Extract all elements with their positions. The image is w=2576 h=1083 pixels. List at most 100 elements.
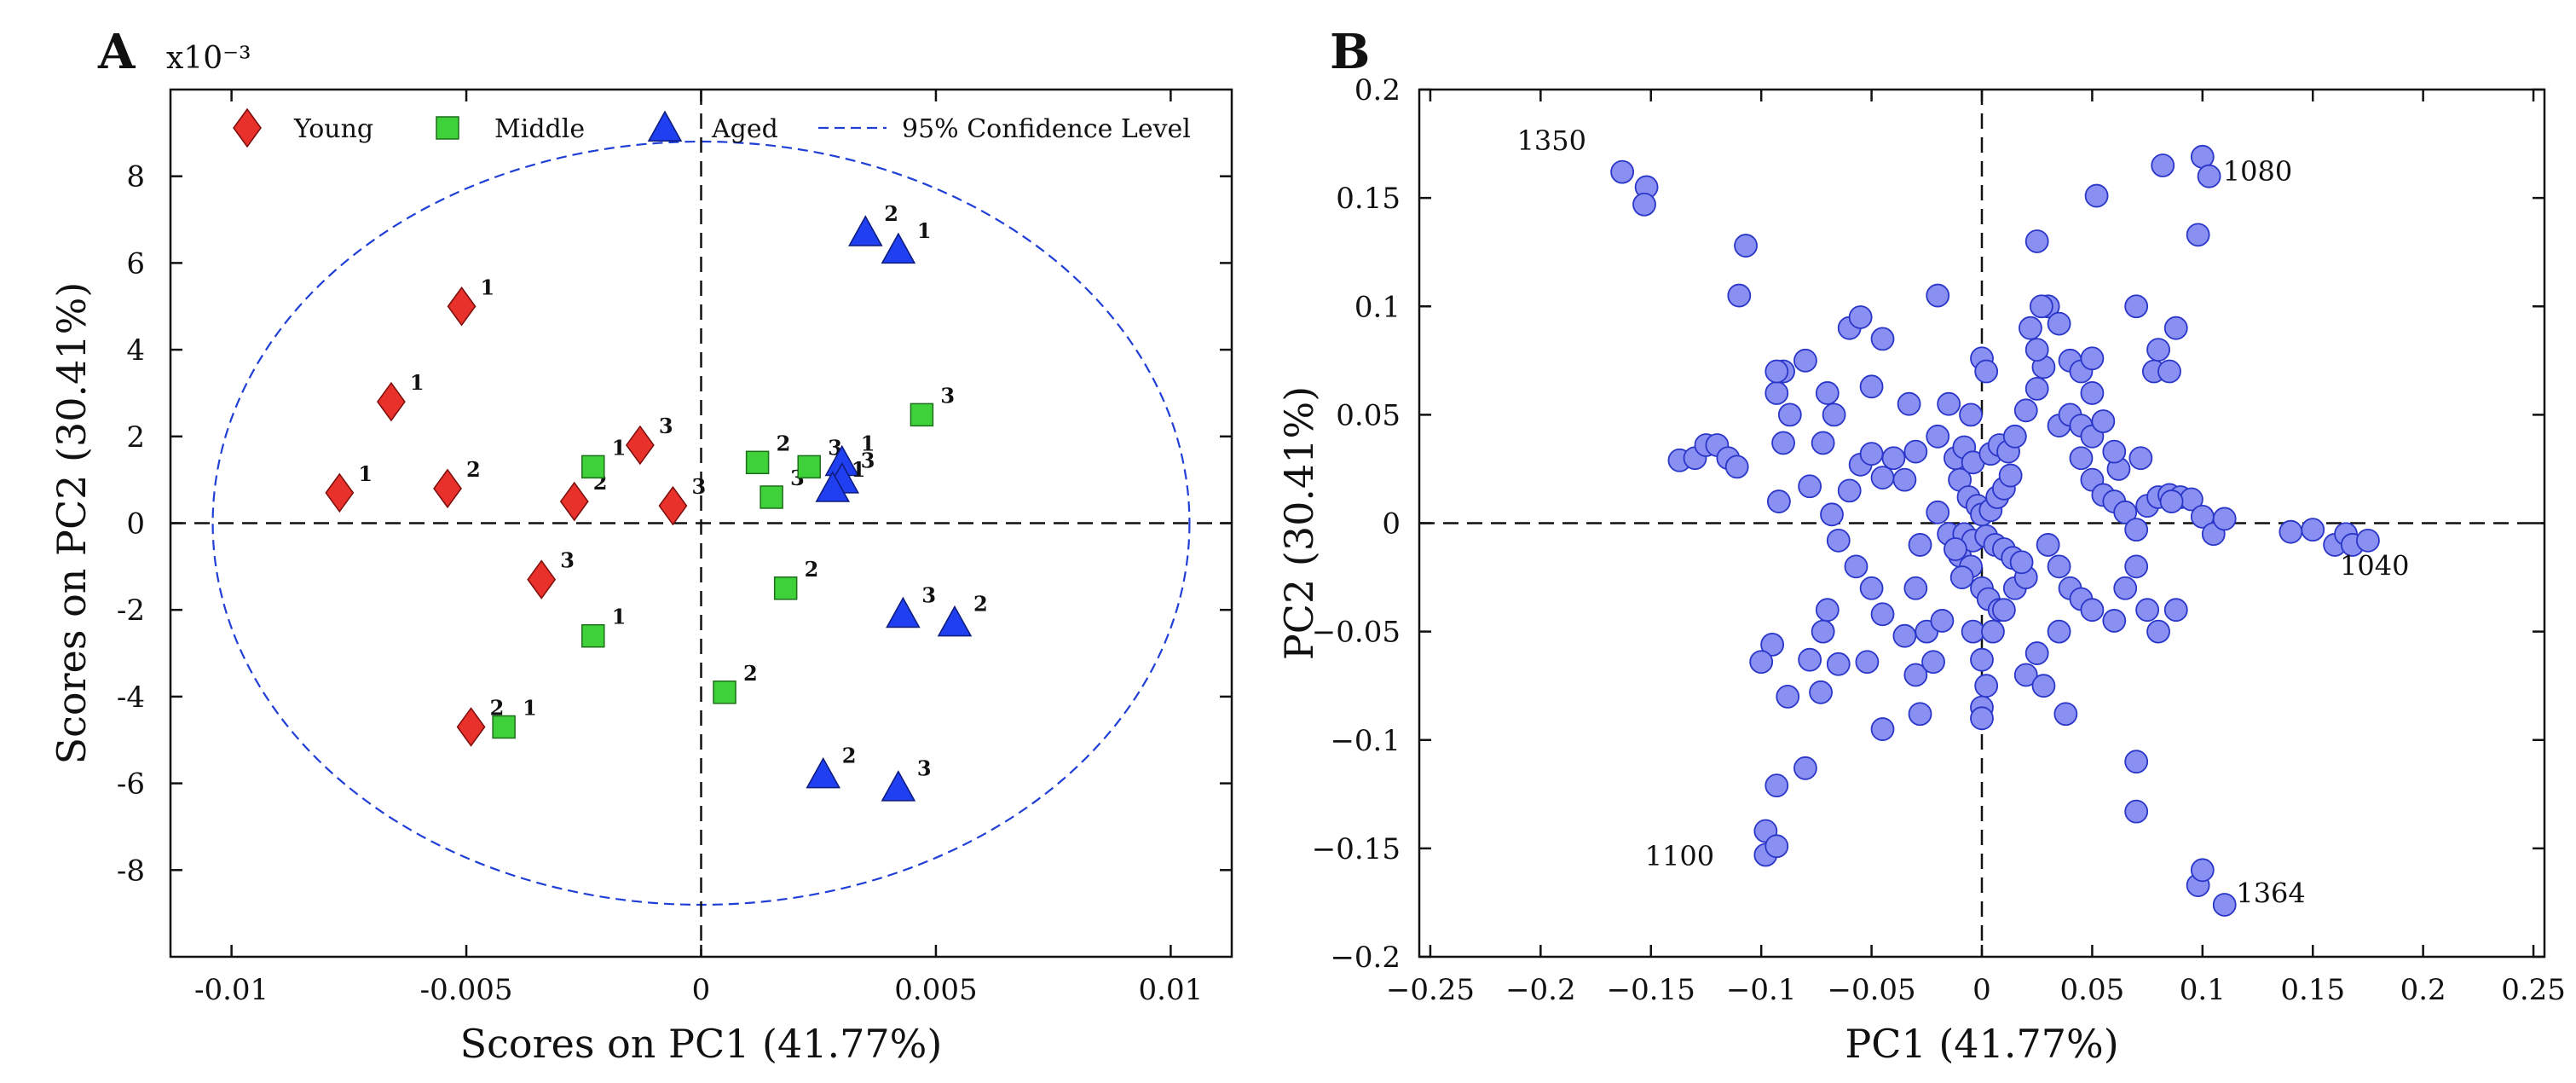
panel-b-loading-point [1826, 652, 1851, 676]
panel-b-y-tick-label: 0.2 [1354, 73, 1401, 107]
panel-b-x-tick-label: 0.05 [2060, 973, 2125, 1007]
panel-a-point-label: 1 [523, 695, 537, 720]
panel-b-loading-point [2124, 554, 2149, 579]
panel-a-point-label: 3 [691, 474, 706, 499]
panel-b-x-tick-label: −0.05 [1827, 973, 1915, 1007]
panel-b-loading-point [2047, 554, 2071, 579]
panel-b-loading-point [1998, 463, 2023, 488]
panel-b-loading-point [1765, 773, 1789, 798]
panel-b-loading-point [2186, 223, 2210, 247]
panel-b-loading-point [2024, 376, 2049, 401]
panel-b-x-tick-label: 0.15 [2280, 973, 2345, 1007]
panel-b-loading-point [2029, 294, 2053, 319]
panel-b-loading-point [2084, 183, 2109, 208]
panel-a-point-label: 3 [921, 582, 936, 607]
panel-b-loading-point [1970, 706, 1994, 731]
panel-b-loading-point [2279, 519, 2303, 544]
panel-b-loading-point [2212, 507, 2237, 531]
panel-b-y-tick-label: 0.1 [1354, 290, 1401, 324]
panel-a-point-young [447, 286, 477, 327]
panel-b-x-tick-label: 0.1 [2180, 973, 2226, 1007]
panel-a-point-label: 1 [612, 435, 627, 460]
panel-b-loading-point [1632, 192, 1656, 217]
panel-a-point-label: 3 [940, 383, 955, 408]
panel-b-loading-point [1892, 467, 1917, 492]
panel-a-y-tick-label: 0 [126, 507, 145, 542]
panel-b-loading-point [1809, 680, 1833, 704]
panel-b-loading-point [2013, 398, 2038, 423]
panel-b-loading-point [1765, 834, 1789, 859]
panel-b-loading-point [2135, 598, 2160, 623]
panel-b-loading-point [1793, 756, 1817, 780]
panel-b-x-tick-label: 0.2 [2400, 973, 2446, 1007]
panel-b-x-tick-label: −0.1 [1726, 973, 1797, 1007]
panel-b-loading-point [1870, 717, 1895, 741]
panel-a-point-middle [713, 680, 736, 704]
panel-b-loading-point [2146, 338, 2170, 362]
panel-b-loading-point [1921, 650, 1945, 675]
panel-b-loading-point [1908, 533, 1932, 557]
panel-a-y-tick-label: -8 [117, 854, 145, 888]
panel-b-loading-point [1727, 283, 1752, 308]
panel-b-y-tick-label: −0.15 [1312, 832, 1401, 866]
panel-b-loading-point [2197, 164, 2221, 188]
panel-a-point-aged [806, 756, 841, 789]
panel-b-loading-point [1903, 663, 1928, 687]
panel-b-loading-point [1793, 348, 1817, 373]
panel-b-loading-point [1749, 650, 1774, 675]
panel-a-point-middle [581, 455, 605, 479]
panel-b-x-axis-title: PC1 (41.77%) [1845, 1021, 2118, 1067]
panel-a-point-young [527, 559, 557, 599]
panel-b-loading-point [2102, 609, 2127, 633]
panel-a-x-tick-label: 0 [692, 973, 711, 1007]
panel-b-loading-point [2128, 446, 2153, 471]
panel-a-scores-plot: A x10⁻³ 111223332111233223211313223 -0.0… [49, 24, 1233, 1067]
panel-b-loading-point [1811, 619, 1835, 644]
panel-a-point-aged [848, 215, 883, 246]
panel-b-loading-point [2047, 619, 2071, 644]
panel-a-point-label: 2 [743, 661, 758, 686]
panel-a-x-tick-label: -0.005 [420, 973, 513, 1007]
panel-a-legend-label-confidence: 95% Confidence Level [902, 114, 1191, 144]
panel-b-loading-point [1970, 647, 1994, 672]
panel-b-loading-point [1776, 685, 1800, 709]
panel-b-loading-point [2151, 153, 2175, 177]
panel-a-point-label: 1 [861, 431, 875, 455]
panel-b-loading-point [1892, 623, 1917, 648]
panel-b-loading-point [1771, 431, 1795, 455]
panel-a-legend-label-middle: Middle [494, 114, 585, 144]
panel-a-y-tick-label: -6 [117, 767, 145, 802]
panel-a-point-label: 2 [777, 431, 791, 455]
panel-b-loading-point [1765, 381, 1789, 405]
panel-a-y-tick-label: 6 [126, 246, 145, 281]
panel-b-loading-point [1826, 528, 1851, 553]
panel-b-loading-point [1859, 442, 1884, 466]
panel-b-loading-point [1855, 650, 1880, 675]
panel-b-loading-point [1944, 537, 1967, 561]
panel-b-loading-point [1798, 474, 1822, 499]
panel-b-loading-point [1926, 500, 1950, 524]
panel-b-x-tick-label: −0.25 [1386, 973, 1475, 1007]
panel-b-loading-point [1897, 391, 1921, 416]
panel-a-point-aged [881, 770, 916, 802]
panel-b-x-tick-label: 0.25 [2501, 973, 2566, 1007]
panel-b-loading-point [1777, 403, 1802, 427]
panel-b-loading-point [1926, 283, 1950, 308]
panel-b-loading-point [1815, 598, 1840, 623]
panel-a-point-label: 3 [917, 756, 932, 781]
panel-b-loading-point [1610, 159, 1635, 184]
panel-a-legend-label-young: Young [293, 114, 373, 144]
panel-a-y-tick-label: 8 [126, 160, 145, 194]
panel-a-legend-label-aged: Aged [711, 114, 778, 144]
panel-a-point-middle [492, 715, 516, 739]
panel-a-y-tick-label: 2 [126, 420, 145, 455]
panel-b-loading-point [2019, 316, 2042, 340]
panel-b-loading-point [1822, 403, 1846, 427]
panel-b-loading-point [1844, 554, 1868, 579]
panel-b-loading-point [2047, 311, 2071, 336]
panel-a-point-middle [773, 576, 798, 600]
panel-a-point-young [433, 468, 462, 509]
panel-b-loading-point [1870, 602, 1895, 627]
panel-b-loading-point [2124, 750, 2149, 774]
panel-b-loading-point [1926, 424, 1950, 449]
